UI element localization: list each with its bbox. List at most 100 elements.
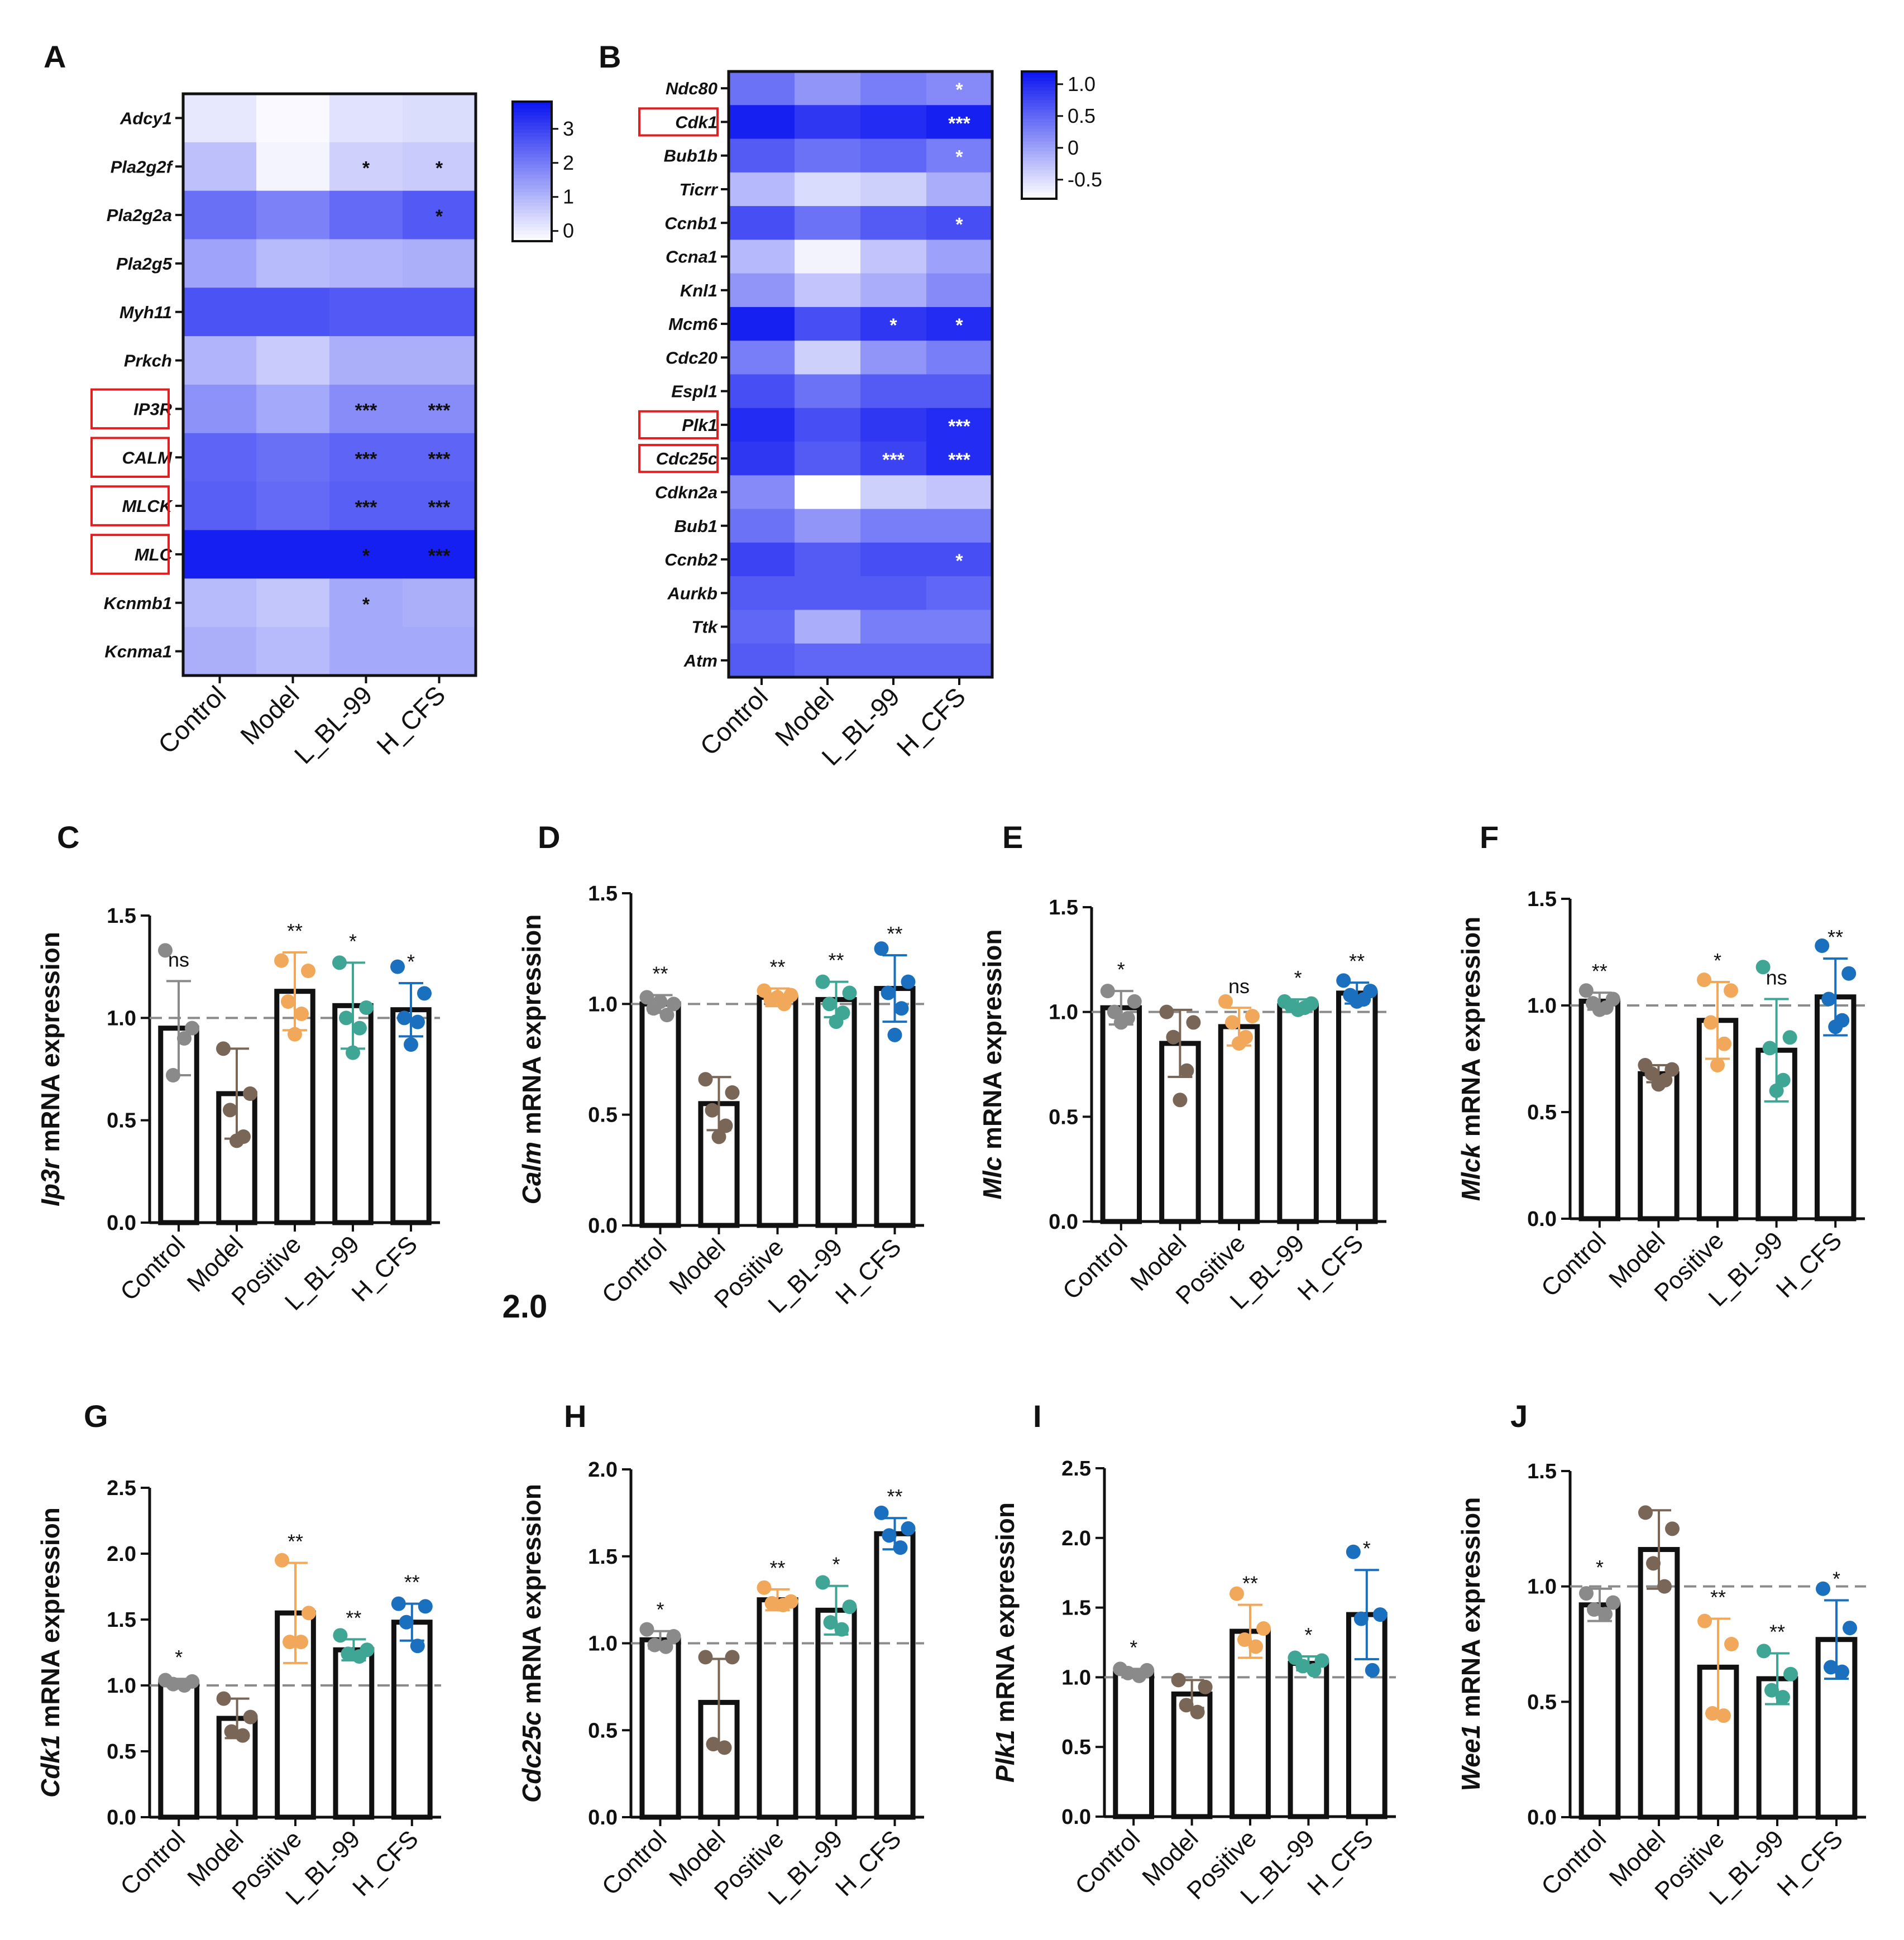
- data-point: [874, 941, 889, 956]
- heatmap-cell: [183, 433, 257, 482]
- panel-letter: B: [599, 39, 621, 74]
- heatmap-cell: [729, 408, 795, 442]
- significance-label: ns: [1766, 966, 1787, 989]
- data-point: [302, 1606, 316, 1621]
- colorbar-frame: [1021, 70, 1058, 200]
- data-point: [842, 985, 857, 1000]
- colorbar-step: [513, 178, 552, 183]
- colorbar-step: [513, 143, 552, 147]
- stray-label: 2.0: [503, 1288, 548, 1325]
- bar: [815, 1607, 857, 1820]
- data-point: [166, 1676, 181, 1692]
- colorbar-step: [1022, 116, 1056, 120]
- heatmap-cell: [860, 138, 927, 173]
- significance-label: **: [288, 1530, 303, 1553]
- colorbar-step: [513, 203, 552, 207]
- row-label: Knl1: [680, 281, 717, 300]
- colorbar-step: [513, 122, 552, 127]
- data-point: [666, 997, 681, 1012]
- y-tick-label: 0.5: [1527, 1101, 1557, 1124]
- significance-star: ***: [882, 449, 905, 471]
- colorbar-step: [513, 147, 552, 151]
- colorbar-step: [1022, 74, 1056, 78]
- bar: [1277, 1003, 1319, 1224]
- heatmap-cell: [729, 105, 795, 140]
- row-label: Aurkb: [667, 583, 717, 603]
- heatmap-cell: [256, 239, 330, 288]
- heatmap-cell: [403, 433, 476, 482]
- heatmap-cell: [729, 138, 795, 173]
- colorbar-tick-label: 1: [563, 185, 574, 208]
- row-label: Adcy1: [119, 108, 172, 128]
- row-label: MLC: [135, 545, 173, 564]
- colorbar-step: [513, 164, 552, 169]
- significance-star: ***: [428, 545, 451, 567]
- colorbar-step: [1022, 90, 1056, 94]
- y-tick-label: 0.5: [1527, 1690, 1557, 1714]
- data-point: [1173, 1093, 1188, 1108]
- heatmap-cell: [926, 341, 993, 375]
- heatmap-cell: [183, 142, 257, 191]
- bar: [391, 1620, 433, 1820]
- colorbar-step: [1022, 132, 1056, 136]
- data-point: [705, 1103, 720, 1118]
- heatmap-cell: [926, 475, 993, 510]
- data-point: [1190, 1704, 1205, 1719]
- heatmap-cell: [860, 273, 927, 308]
- colorbar-tick-label: 2: [563, 151, 574, 174]
- row-label: Cdc25c: [656, 449, 717, 468]
- colorbar-step: [1022, 119, 1056, 123]
- heatmap-cell: [860, 105, 927, 140]
- significance-star: *: [955, 79, 963, 100]
- data-point: [352, 1021, 367, 1036]
- colorbar-step: [513, 108, 552, 113]
- data-point: [1587, 1602, 1601, 1617]
- data-point: [1704, 1015, 1718, 1030]
- heatmap-cell: [860, 374, 927, 409]
- heatmap-cell: [860, 542, 927, 577]
- data-point: [1372, 1607, 1388, 1622]
- row-label: Pla2g2a: [107, 205, 172, 225]
- data-point: [1705, 1706, 1720, 1721]
- data-point: [1290, 1002, 1305, 1017]
- y-axis-unit: mRNA expression: [978, 930, 1007, 1157]
- data-point: [1716, 1708, 1731, 1723]
- heatmap-cell: [256, 288, 330, 337]
- y-tick-label: 0.5: [1049, 1105, 1078, 1129]
- data-point: [882, 1528, 897, 1543]
- data-point: [410, 1014, 425, 1029]
- data-point: [725, 1650, 740, 1665]
- heatmap-layer: A Adcy1 * * Pla2g2f * Pla2g2a Pla2g5 Myh11 Prkch *…: [44, 39, 1102, 771]
- heatmap-cell: [729, 576, 795, 610]
- colorbar-step: [513, 213, 552, 217]
- data-point: [1225, 1015, 1240, 1030]
- significance-label: *: [1833, 1567, 1840, 1590]
- x-tick-label: H_CFS: [1302, 1824, 1379, 1901]
- data-point: [177, 1031, 192, 1046]
- row-label: Cdk1: [675, 112, 717, 132]
- heatmap-cell: [403, 336, 476, 385]
- x-tick-label: H_CFS: [1293, 1229, 1369, 1306]
- data-point: [223, 1103, 237, 1118]
- colorbar-step: [1022, 81, 1056, 85]
- significance-label: *: [832, 1553, 840, 1576]
- colorbar-step: [513, 185, 552, 189]
- data-point: [1353, 1611, 1369, 1626]
- heatmap-cell: [795, 442, 861, 476]
- significance-label: *: [175, 1646, 183, 1669]
- data-point: [887, 1027, 902, 1042]
- data-point: [216, 1041, 231, 1056]
- gene-name: Calm: [517, 1142, 546, 1204]
- y-tick-label: 1.5: [588, 882, 618, 906]
- significance-label: **: [1710, 1586, 1726, 1609]
- colorbar-step: [1022, 106, 1056, 110]
- data-point: [283, 1635, 297, 1650]
- gene-name: Mlc: [978, 1157, 1007, 1200]
- data-point: [1782, 1030, 1797, 1045]
- data-point: [757, 1580, 772, 1595]
- data-point: [659, 1008, 674, 1023]
- heatmap-cell: [329, 239, 403, 288]
- row-label: Ccnb1: [664, 213, 717, 233]
- data-point: [1113, 1015, 1128, 1030]
- data-point: [666, 1629, 681, 1644]
